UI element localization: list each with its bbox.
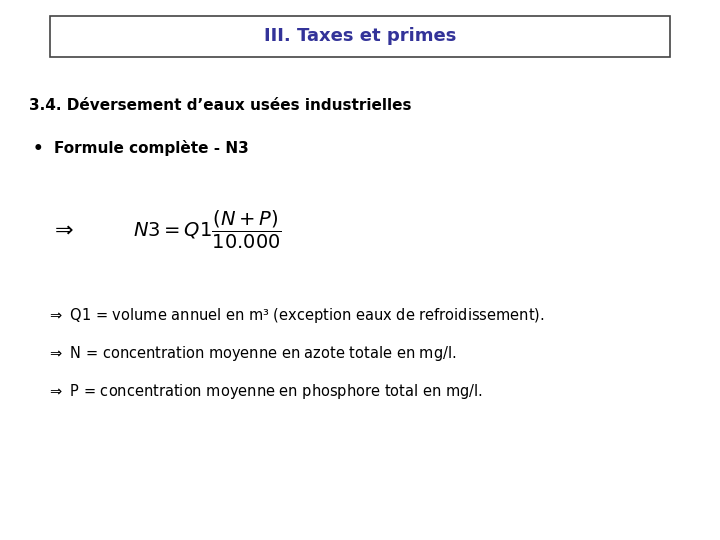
- Text: $N3 = Q1\dfrac{(N+P)}{10.000}$: $N3 = Q1\dfrac{(N+P)}{10.000}$: [133, 208, 282, 251]
- Text: III. Taxes et primes: III. Taxes et primes: [264, 28, 456, 45]
- Text: Formule complète - N3: Formule complète - N3: [54, 140, 248, 157]
- Text: $\Rightarrow$ N = concentration moyenne en azote totale en mg/l.: $\Rightarrow$ N = concentration moyenne …: [47, 344, 456, 363]
- Text: 3.4. Déversement d’eaux usées industrielles: 3.4. Déversement d’eaux usées industriel…: [29, 98, 411, 113]
- FancyBboxPatch shape: [50, 16, 670, 57]
- Text: $\Rightarrow$ Q1 = volume annuel en m³ (exception eaux de refroidissement).: $\Rightarrow$ Q1 = volume annuel en m³ (…: [47, 306, 544, 326]
- Text: $\Rightarrow$: $\Rightarrow$: [50, 219, 74, 240]
- Text: $\Rightarrow$ P = concentration moyenne en phosphore total en mg/l.: $\Rightarrow$ P = concentration moyenne …: [47, 382, 482, 401]
- Text: •: •: [32, 139, 43, 158]
